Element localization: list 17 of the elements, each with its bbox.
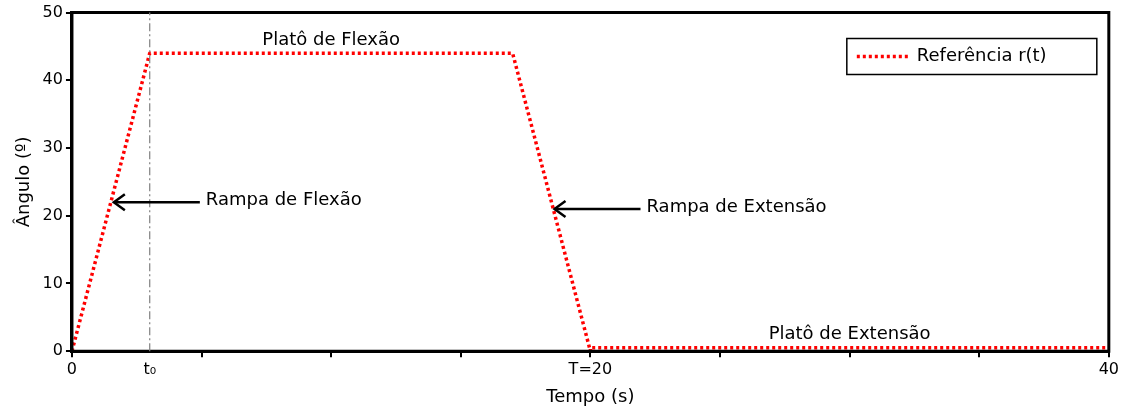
legend-label: Referência r(t) — [916, 44, 1047, 66]
y-tick-label: 10 — [42, 272, 63, 292]
annotation: Rampa de Flexão — [205, 187, 362, 209]
y-axis-title: Ângulo (º) — [12, 136, 34, 228]
x-tick-label: 40 — [1098, 358, 1119, 378]
y-tick-label: 30 — [42, 137, 63, 157]
y-tick-label: 20 — [42, 204, 63, 224]
y-tick-label: 0 — [52, 340, 63, 360]
annotation: Platô de Extensão — [768, 322, 931, 344]
annotation: Rampa de Extensão — [646, 194, 827, 216]
x-axis-title: Tempo (s) — [545, 384, 635, 406]
y-tick-label: 40 — [42, 69, 63, 89]
x-tick-label: t₀ — [143, 358, 157, 378]
annotation: Platô de Flexão — [262, 27, 401, 49]
y-tick-label: 50 — [42, 1, 63, 21]
x-tick-label: 0 — [66, 358, 78, 378]
x-tick-label: T=20 — [567, 358, 613, 378]
